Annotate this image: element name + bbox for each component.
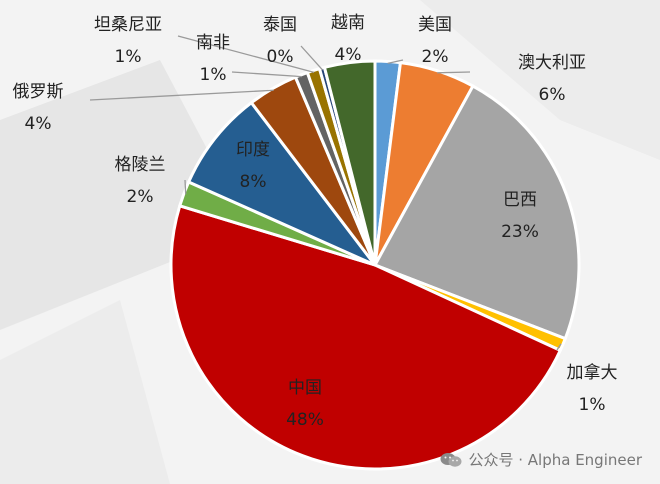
leader-line [387, 59, 404, 65]
leader-line [300, 45, 323, 71]
slice-percent: 1% [579, 395, 606, 415]
slice-percent: 2% [127, 187, 154, 207]
leader-lines [89, 35, 562, 351]
slice-label: 俄罗斯 [13, 82, 64, 102]
slice-percent: 0% [267, 47, 294, 67]
slice-label: 中国 [288, 378, 322, 398]
slice-percent: 48% [286, 410, 324, 430]
wechat-icon [440, 452, 462, 467]
slice-label: 南非 [196, 33, 230, 53]
slice-label: 坦桑尼亚 [94, 15, 162, 35]
slice-percent: 2% [422, 47, 449, 67]
slice-label: 格陵兰 [115, 155, 166, 175]
pie-slice [187, 101, 377, 267]
slice-percent: 1% [115, 47, 142, 67]
leader-line [184, 179, 187, 195]
slice-percent: 8% [240, 172, 267, 192]
leader-line [177, 35, 315, 74]
slice-percent: 6% [539, 85, 566, 105]
slice-label: 越南 [331, 13, 365, 33]
slice-label: 美国 [418, 15, 452, 35]
leader-line [231, 71, 303, 78]
pie-slice [373, 84, 581, 341]
pie-slice [169, 204, 562, 471]
watermark: 公众号 · Alpha Engineer [440, 449, 642, 470]
pie-slices [169, 59, 581, 471]
slice-percent: 1% [200, 65, 227, 85]
watermark-text: 公众号 · Alpha Engineer [468, 451, 642, 469]
slice-label: 印度 [236, 140, 270, 160]
leader-line [437, 71, 471, 74]
slice-percent: 4% [335, 45, 362, 65]
leader-line [556, 343, 562, 351]
leader-line [89, 89, 274, 101]
slice-percent: 23% [501, 222, 539, 242]
slice-label: 泰国 [263, 15, 297, 35]
slice-label: 巴西 [503, 190, 537, 210]
slice-label: 澳大利亚 [518, 53, 586, 73]
slice-label: 加拿大 [567, 362, 618, 383]
slice-percent: 4% [25, 114, 52, 134]
pie-slice [322, 59, 377, 267]
slice-labels: 美国 2% 澳大利亚 6% 巴西 23% 加拿大 1% 中国 48% 格陵兰 2% 印度 8% 俄罗斯 4% 南… [13, 13, 618, 430]
